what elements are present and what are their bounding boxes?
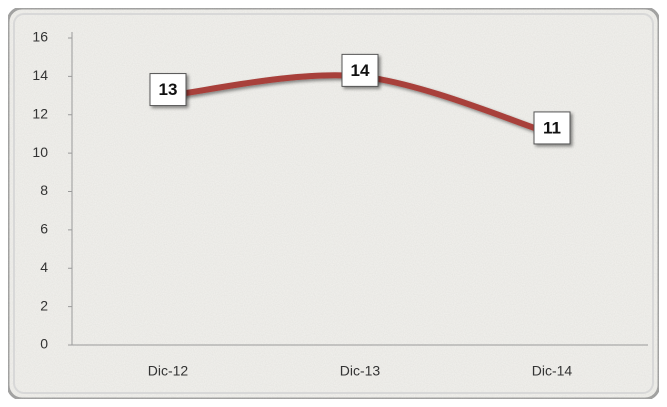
chart-frame (6, 6, 661, 401)
data-label-box (533, 111, 571, 145)
data-label-box (341, 53, 379, 87)
data-label: 14 (351, 61, 370, 80)
frame-inner (13, 13, 654, 394)
data-label: 13 (159, 80, 178, 99)
y-tick-label: 10 (32, 144, 48, 160)
y-tick-label: 6 (40, 221, 48, 237)
y-tick-label: 16 (32, 29, 48, 45)
y-tick-label: 14 (32, 67, 48, 83)
y-tick-label: 0 (40, 336, 48, 352)
y-tick-label: 8 (40, 182, 48, 198)
x-tick-label: Dic-13 (340, 363, 381, 379)
data-label-box (149, 73, 187, 107)
y-tick-label: 4 (40, 259, 48, 275)
x-tick-label: Dic-12 (148, 363, 189, 379)
y-tick-label: 12 (32, 105, 48, 121)
x-tick-label: Dic-14 (532, 363, 573, 379)
data-label: 11 (543, 118, 561, 137)
y-tick-label: 2 (40, 297, 48, 313)
